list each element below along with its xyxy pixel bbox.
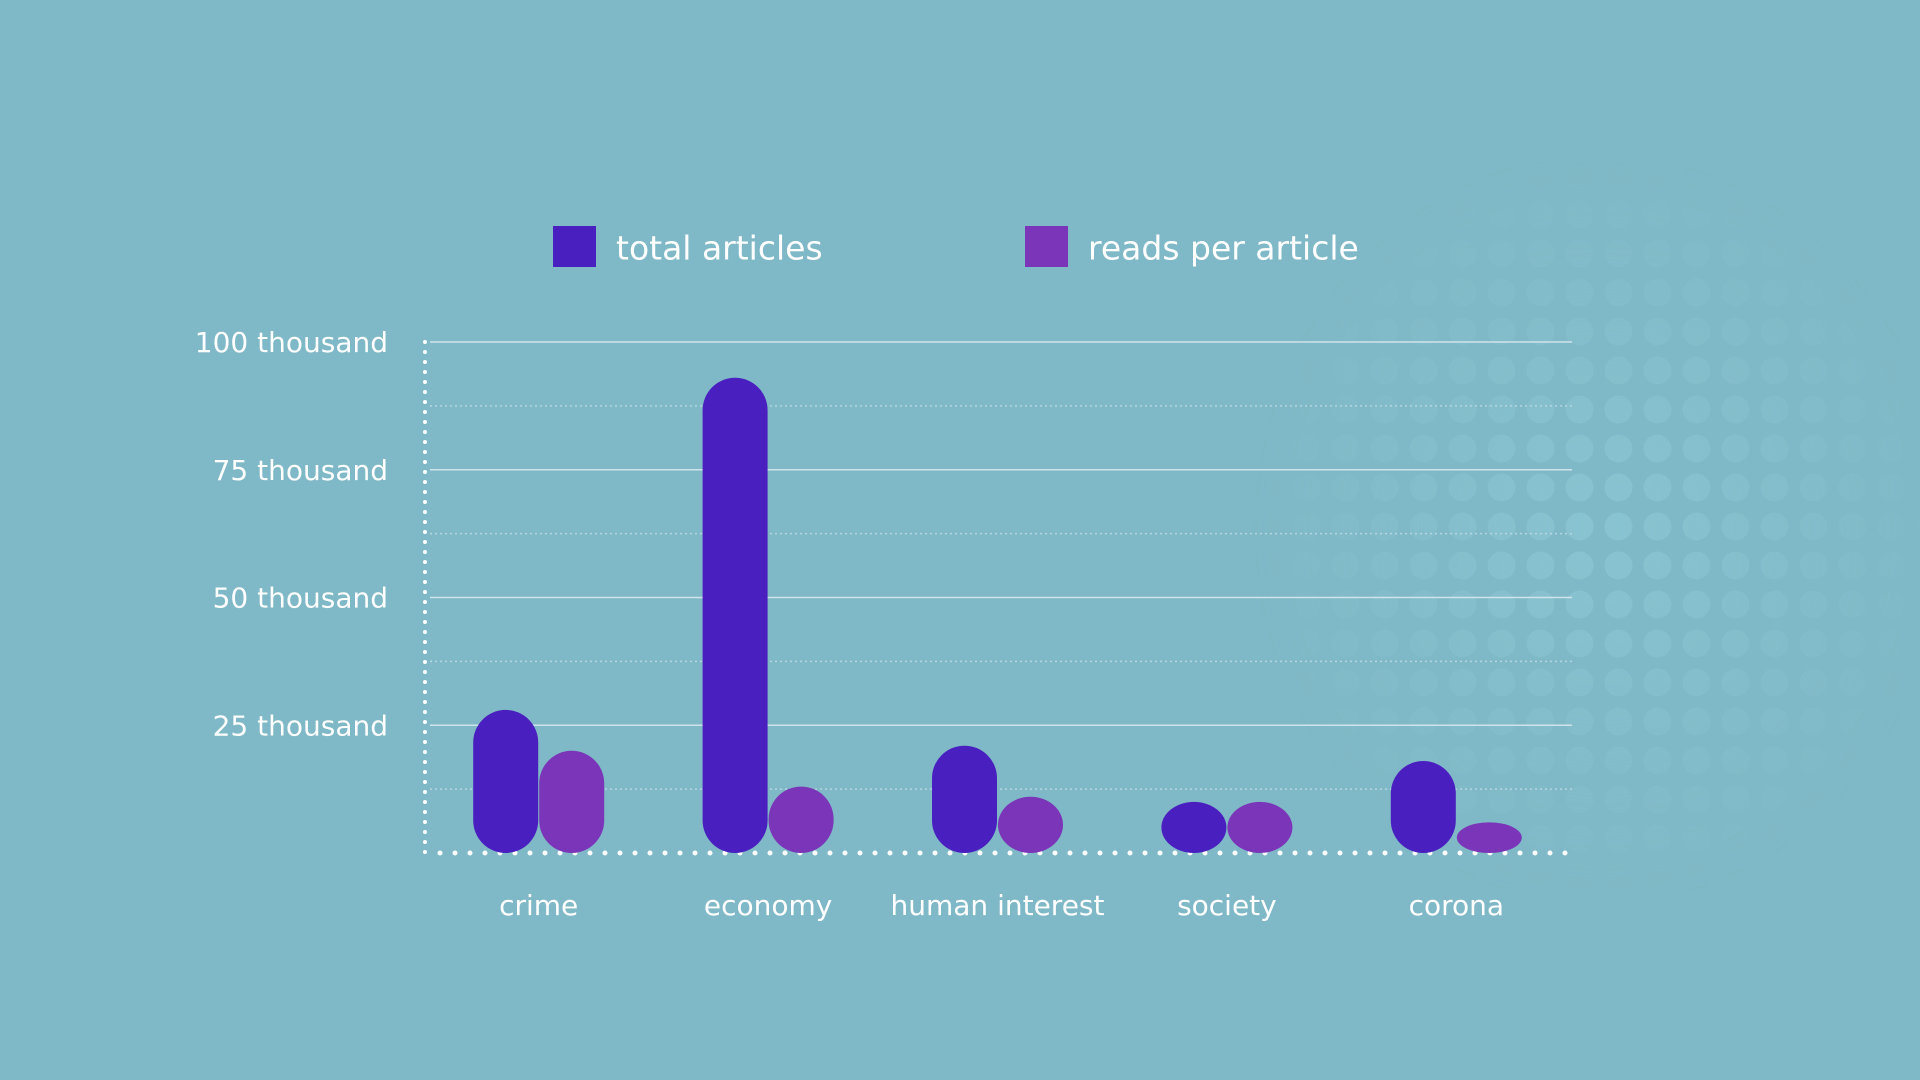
x-tick-label: corona bbox=[1409, 889, 1504, 922]
background-dots bbox=[1250, 150, 1920, 910]
bar bbox=[473, 709, 539, 853]
bar bbox=[539, 750, 605, 853]
x-tick-label: human interest bbox=[891, 889, 1105, 922]
legend-swatch bbox=[1025, 226, 1068, 267]
bar bbox=[998, 796, 1063, 853]
legend-label: reads per article bbox=[1088, 229, 1359, 268]
x-tick-label: society bbox=[1177, 889, 1277, 922]
bar bbox=[1390, 761, 1456, 853]
y-tick-label: 75 thousand bbox=[213, 454, 388, 487]
legend-label: total articles bbox=[616, 229, 823, 268]
legend-swatch bbox=[553, 226, 596, 267]
bar bbox=[1456, 822, 1522, 853]
y-tick-label: 25 thousand bbox=[213, 709, 388, 742]
y-tick-label: 100 thousand bbox=[195, 326, 388, 359]
bar bbox=[702, 377, 768, 853]
x-tick-label: crime bbox=[499, 889, 578, 922]
bar bbox=[1227, 801, 1293, 853]
bar bbox=[932, 745, 997, 853]
bar bbox=[768, 786, 834, 853]
y-tick-label: 50 thousand bbox=[213, 582, 388, 615]
bar bbox=[1161, 801, 1227, 853]
x-tick-label: economy bbox=[704, 889, 832, 922]
